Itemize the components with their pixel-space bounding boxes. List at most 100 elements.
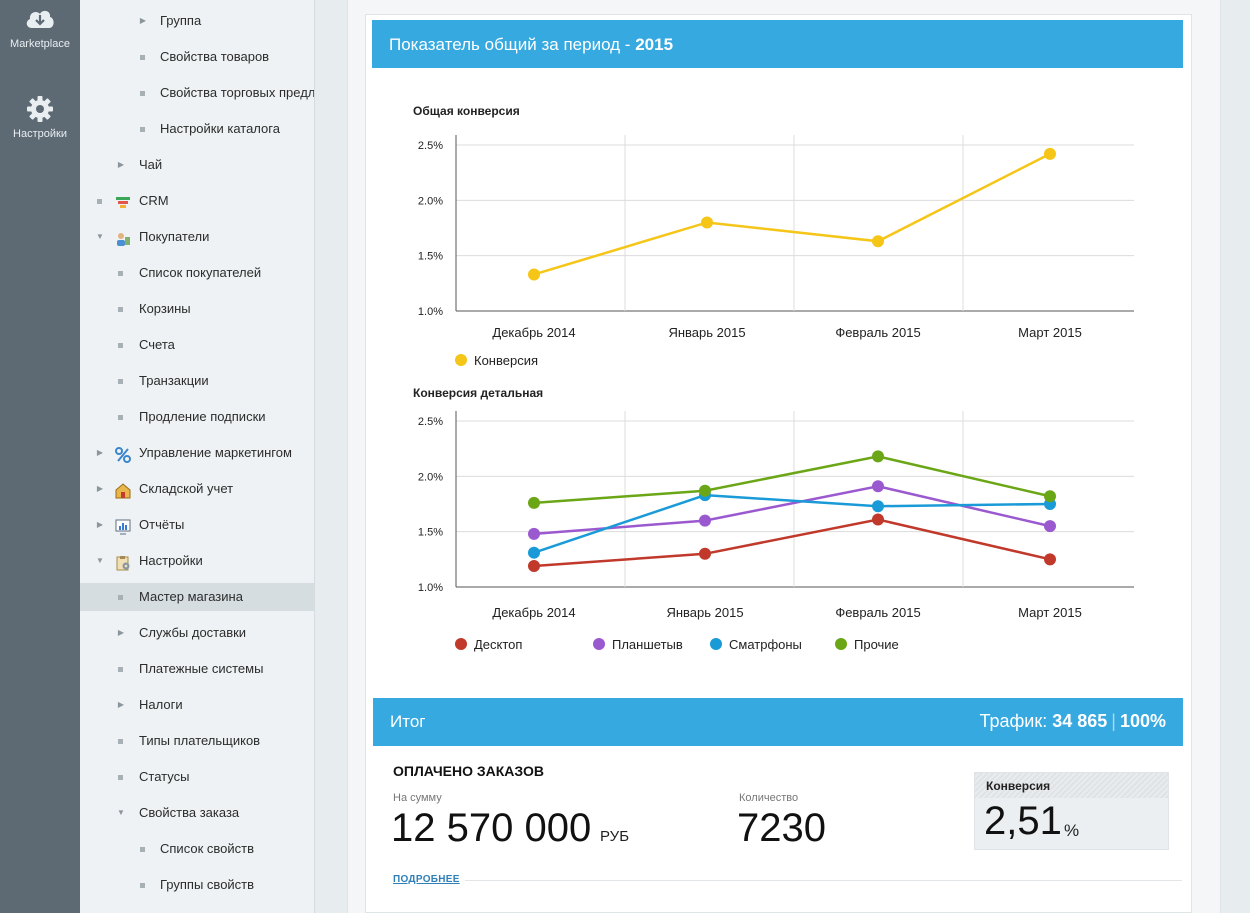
bullet-icon [140,847,145,852]
chevron-right-icon[interactable]: ▶ [96,520,104,529]
settings-label: Настройки [13,128,67,140]
sidebar-item[interactable]: Типы плательщиков [80,727,314,755]
sidebar-item[interactable]: ▼ Настройки [80,547,314,575]
sidebar-item[interactable]: Список покупателей [80,259,314,287]
sidebar-item[interactable]: Продление подписки [80,403,314,431]
conversion-box-label: Конверсия [986,779,1051,793]
data-point[interactable] [699,514,711,527]
data-point[interactable] [872,480,884,493]
y-tick-label: 1.5% [418,527,443,539]
marketplace-nav[interactable]: Marketplace [0,4,80,50]
data-point[interactable] [1044,490,1056,503]
data-point[interactable] [699,547,711,560]
summary-title: Итог [390,712,426,731]
chevron-right-icon[interactable]: ▶ [117,700,125,709]
warehouse-icon [115,481,131,499]
sidebar-item[interactable]: ▶ Складской учет [80,475,314,503]
traffic-percent: 100% [1119,711,1166,731]
sidebar-item-label: Группы свойств [160,877,255,892]
data-point[interactable] [1044,147,1056,160]
sidebar-item-label: Службы доставки [139,625,247,640]
count-value: 7230 [737,806,826,850]
y-tick-label: 2.5% [418,416,443,428]
sidebar-item[interactable]: Мастер магазина [80,583,314,611]
sidebar-item-label: Типы плательщиков [139,733,261,748]
data-point[interactable] [528,268,540,281]
sidebar-item[interactable]: Транзакции [80,367,314,395]
data-point[interactable] [528,559,540,572]
sidebar-item[interactable]: ▼ Свойства заказа [80,799,314,827]
bullet-icon [118,595,123,600]
chevron-right-icon[interactable]: ▶ [117,160,125,169]
bullet-icon [118,775,123,780]
chevron-right-icon[interactable]: ▶ [139,16,147,25]
report-year: 2015 [635,35,674,54]
bullet-icon [118,379,123,384]
conversion-box: Конверсия 2,51 % [974,772,1169,850]
sidebar-item[interactable]: ▶ Группа [80,7,314,35]
sidebar-item[interactable]: CRM [80,187,314,215]
sidebar-item-label: Свойства торговых предложений [160,85,315,100]
data-point[interactable] [701,216,713,229]
sidebar-item[interactable]: ▶ Службы доставки [80,619,314,647]
traffic-summary: Трафик: 34 865 | 100% [979,711,1166,732]
sidebar-item[interactable]: Список свойств [80,835,314,863]
crm-funnel-icon [115,193,131,209]
bullet-icon [140,127,145,132]
more-details-link[interactable]: ПОДРОБНЕЕ [393,874,460,885]
sidebar-item[interactable]: Статусы [80,763,314,791]
chevron-right-icon[interactable]: ▶ [96,448,104,457]
sidebar-item[interactable]: Свойства торговых предложений [80,79,315,107]
x-tick-label: Март 2015 [1018,605,1082,620]
sidebar-item-label: Список свойств [160,841,254,856]
sidebar-item-label: Настройки каталога [160,121,280,136]
sidebar-item[interactable]: ▼ Покупатели [80,223,314,251]
sidebar-item[interactable]: Корзины [80,295,314,323]
bullet-icon [118,667,123,672]
sidebar-item[interactable]: Платежные системы [80,655,314,683]
data-point[interactable] [528,496,540,509]
sidebar-item[interactable]: ▶ Чай [80,151,314,179]
traffic-label: Трафик: [979,711,1053,731]
sidebar-item-label: Платежные системы [139,661,264,676]
traffic-value: 34 865 [1052,711,1108,731]
chevron-down-icon[interactable]: ▼ [117,808,125,817]
data-point[interactable] [872,500,884,513]
sidebar-item[interactable]: ▶ Отчёты [80,511,314,539]
chevron-down-icon[interactable]: ▼ [96,556,104,565]
sidebar-item[interactable]: Группы свойств [80,871,314,899]
y-tick-label: 2.0% [418,195,443,207]
series-line [533,455,1051,505]
bullet-icon [140,91,145,96]
x-tick-label: Декабрь 2014 [492,325,575,340]
sidebar-item[interactable]: Свойства товаров [80,43,314,71]
sidebar-item-label: Мастер магазина [139,589,243,604]
settings-nav[interactable]: Настройки [0,94,80,140]
sidebar-item-label: Отчёты [139,517,185,532]
data-point[interactable] [699,484,711,497]
chevron-down-icon[interactable]: ▼ [96,232,104,241]
data-point[interactable] [1044,520,1056,533]
bullet-icon [140,883,145,888]
report-chart-icon [115,517,131,535]
conversion-value: 2,51 [984,799,1062,843]
data-point[interactable] [872,450,884,463]
data-point[interactable] [528,527,540,540]
series-line [533,152,1051,276]
legend-label: Десктоп [474,637,522,652]
sidebar-item[interactable]: ▶ Управление маркетингом [80,439,314,467]
chevron-right-icon[interactable]: ▶ [117,628,125,637]
sidebar-item-label: Свойства заказа [139,805,240,820]
data-point[interactable] [528,546,540,559]
sidebar-item[interactable]: Счета [80,331,314,359]
sidebar-item-label: Корзины [139,301,191,316]
sidebar-item-label: Складской учет [139,481,234,496]
sidebar-item[interactable]: Настройки каталога [80,115,314,143]
chart-detailed-conversion-title: Конверсия детальная [413,386,544,400]
chevron-right-icon[interactable]: ▶ [96,484,104,493]
gear-icon [27,96,53,122]
data-point[interactable] [872,513,884,526]
sidebar-item[interactable]: ▶ Налоги [80,691,314,719]
data-point[interactable] [872,235,884,248]
data-point[interactable] [1044,553,1056,566]
